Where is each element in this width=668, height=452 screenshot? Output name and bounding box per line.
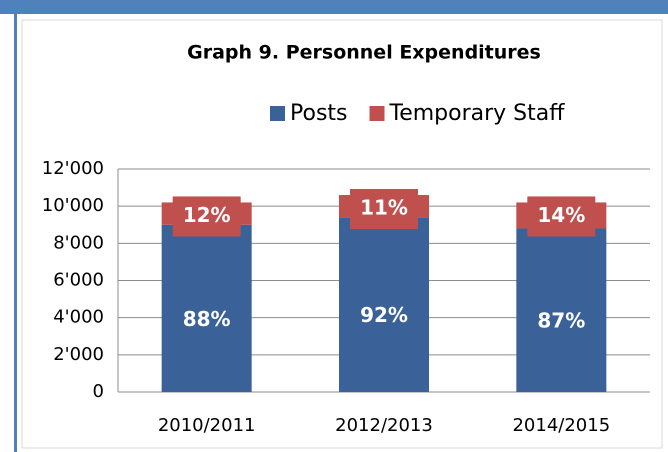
- x-tick-label: 2010/2011: [158, 415, 256, 436]
- data-label: 88%: [183, 307, 231, 331]
- y-tick-label: 2'000: [53, 344, 104, 365]
- data-label: 11%: [360, 196, 408, 220]
- x-tick-label: 2012/2013: [335, 415, 433, 436]
- y-tick-label: 12'000: [42, 158, 104, 179]
- chart-title: Graph 9. Personnel Expenditures: [187, 42, 541, 64]
- legend-label: Temporary Staff: [389, 101, 566, 126]
- y-tick-label: 4'000: [53, 307, 104, 328]
- x-tick-label: 2014/2015: [512, 415, 610, 436]
- data-label: 12%: [183, 203, 231, 227]
- data-label-box: [350, 189, 418, 230]
- data-label: 87%: [537, 309, 585, 333]
- y-tick-label: 6'000: [53, 270, 104, 291]
- data-label: 14%: [537, 203, 585, 227]
- header-bar: [0, 0, 668, 14]
- data-label: 92%: [360, 303, 408, 327]
- bar-segment: [161, 224, 252, 392]
- legend-label: Posts: [290, 101, 348, 126]
- y-tick-label: 0: [93, 381, 104, 402]
- data-label-box: [172, 196, 241, 237]
- legend-swatch: [369, 106, 385, 121]
- legend-swatch: [270, 106, 285, 121]
- bar-segment: [339, 217, 429, 392]
- data-label-box: [527, 196, 596, 237]
- bar-segment: [516, 228, 607, 392]
- y-tick-label: 10'000: [42, 195, 104, 216]
- side-bar: [14, 14, 17, 452]
- y-tick-label: 8'000: [53, 232, 104, 253]
